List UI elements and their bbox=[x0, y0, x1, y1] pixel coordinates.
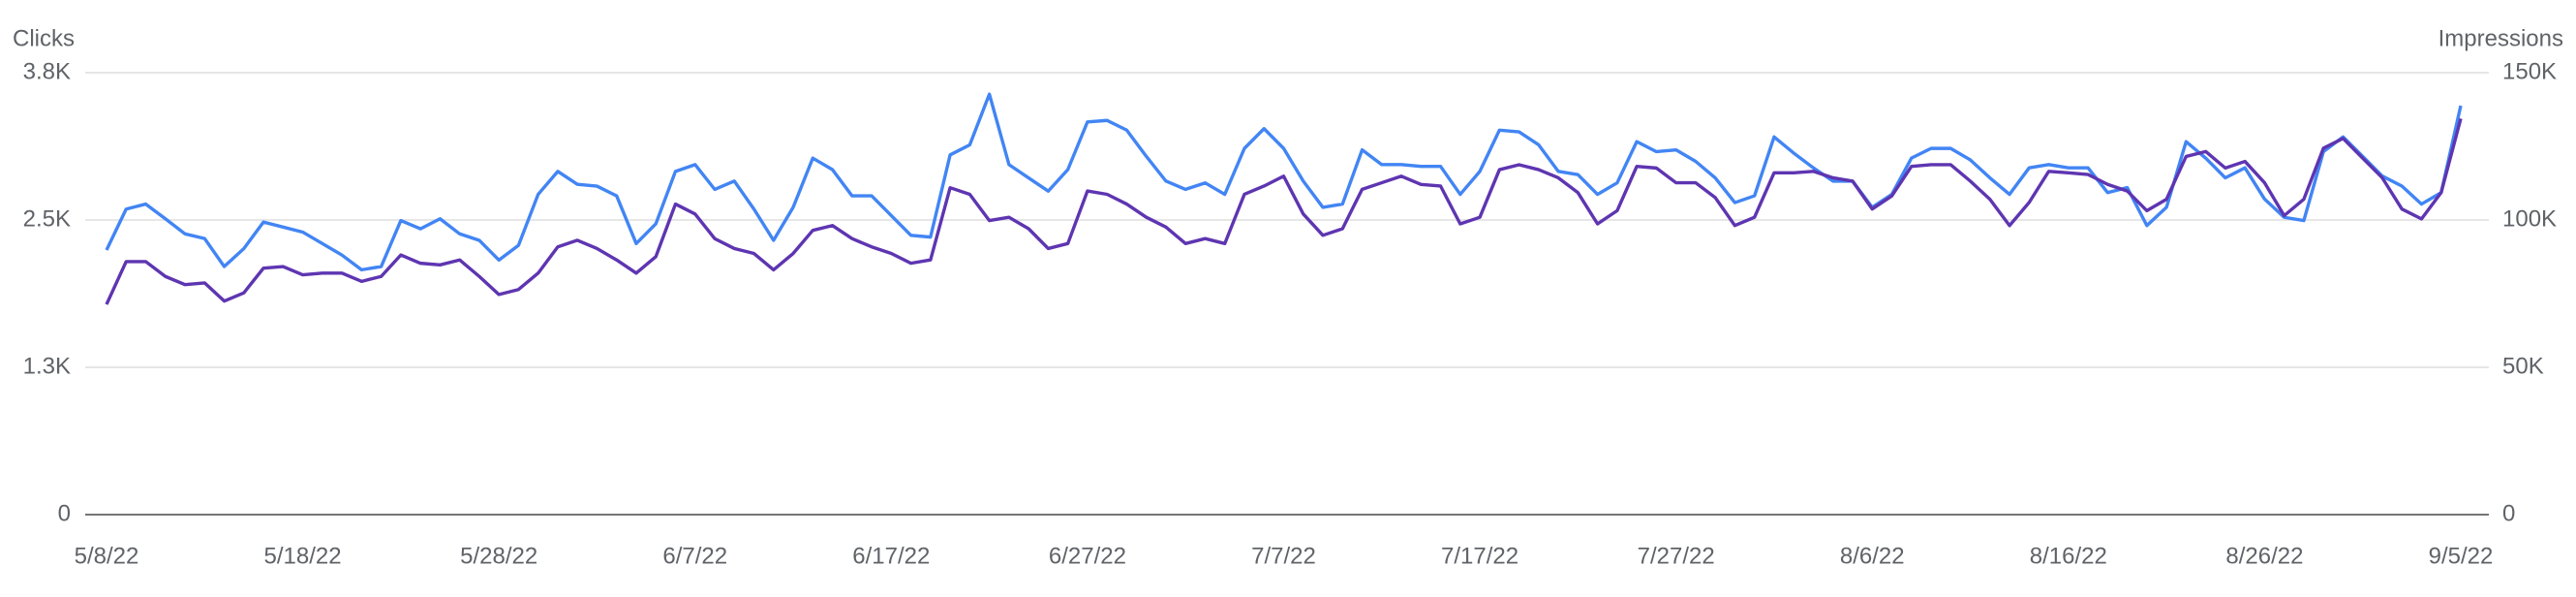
x-tick-label: 7/7/22 bbox=[1251, 543, 1316, 569]
x-tick-label: 5/18/22 bbox=[264, 543, 342, 569]
x-tick-label: 5/8/22 bbox=[75, 543, 139, 569]
x-tick-label: 7/17/22 bbox=[1441, 543, 1518, 569]
y-tick-label: 1.3K bbox=[23, 353, 71, 379]
y-tick-label: 2.5K bbox=[23, 205, 71, 232]
x-tick-label: 6/17/22 bbox=[852, 543, 930, 569]
x-tick-label: 6/7/22 bbox=[662, 543, 727, 569]
y2-axis-title: Impressions bbox=[2438, 25, 2563, 51]
x-tick-label: 8/26/22 bbox=[2225, 543, 2303, 569]
x-tick-label: 9/5/22 bbox=[2429, 543, 2494, 569]
x-tick-label: 5/28/22 bbox=[460, 543, 537, 569]
x-tick-label: 8/6/22 bbox=[1840, 543, 1905, 569]
y2-tick-label: 50K bbox=[2502, 353, 2544, 379]
series-line bbox=[105, 117, 2463, 305]
y2-tick-label: 100K bbox=[2502, 205, 2557, 232]
x-tick-label: 8/16/22 bbox=[2030, 543, 2107, 569]
y-axis-title: Clicks bbox=[13, 25, 75, 51]
y2-tick-label: 150K bbox=[2502, 58, 2557, 84]
y2-tick-label: 0 bbox=[2502, 500, 2515, 526]
x-tick-label: 7/27/22 bbox=[1638, 543, 1715, 569]
y-tick-label: 0 bbox=[58, 500, 71, 526]
x-tick-label: 6/27/22 bbox=[1049, 543, 1126, 569]
y-tick-label: 3.8K bbox=[23, 58, 71, 84]
series-line bbox=[105, 92, 2463, 272]
